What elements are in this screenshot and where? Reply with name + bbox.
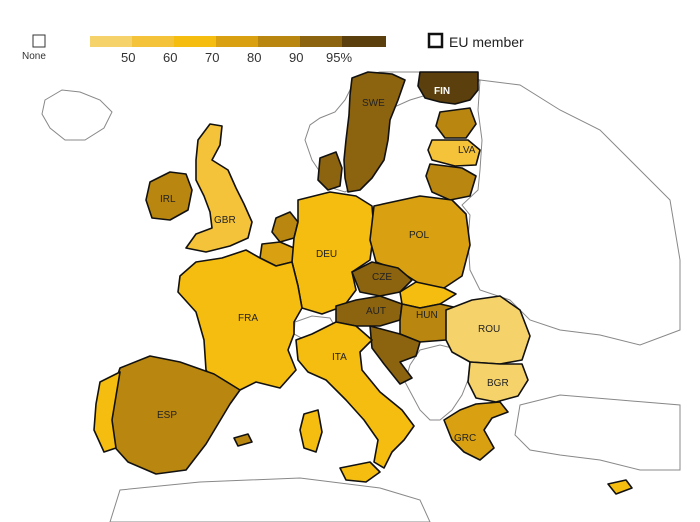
label-cze: CZE xyxy=(372,272,392,283)
country-hrv xyxy=(369,325,421,385)
label-deu: DEU xyxy=(316,249,337,260)
label-pol: POL xyxy=(409,230,429,241)
country-cze xyxy=(351,261,413,297)
legend-swatch-2 xyxy=(132,36,174,47)
legend: None 50 60 70 80 90 95% EU member xyxy=(22,32,524,65)
country-est xyxy=(435,107,477,139)
legend-tick: 80 xyxy=(247,50,261,65)
legend-tick: 70 xyxy=(205,50,219,65)
country-dnk xyxy=(317,151,343,191)
label-fin: FIN xyxy=(434,86,450,97)
label-ita: ITA xyxy=(332,352,347,363)
legend-eu-swatch xyxy=(427,32,444,49)
label-esp: ESP xyxy=(157,410,177,421)
label-bgr: BGR xyxy=(487,378,509,389)
label-lva: LVA xyxy=(458,145,476,156)
country-lva xyxy=(427,139,481,167)
label-grc: GRC xyxy=(454,433,476,444)
label-hun: HUN xyxy=(416,310,438,321)
legend-none-label: None xyxy=(22,51,46,62)
country-ita-sicily xyxy=(339,461,381,483)
legend-swatch-7 xyxy=(342,36,386,47)
label-gbr: GBR xyxy=(214,215,236,226)
eu-countries xyxy=(93,71,633,495)
country-fra xyxy=(177,249,303,391)
country-ltu xyxy=(425,163,477,201)
legend-swatch-5 xyxy=(258,36,300,47)
label-rou: ROU xyxy=(478,324,500,335)
country-fin xyxy=(417,71,479,105)
legend-swatch-4 xyxy=(216,36,258,47)
country-prt xyxy=(93,371,121,453)
country-ita-sardinia xyxy=(299,409,323,453)
legend-tick: 95% xyxy=(326,50,352,65)
label-fra: FRA xyxy=(238,313,258,324)
legend-tick: 50 xyxy=(121,50,135,65)
country-deu xyxy=(291,191,375,315)
country-irl xyxy=(145,171,193,221)
legend-none-swatch xyxy=(32,34,46,48)
country-grc xyxy=(443,401,509,461)
country-ita xyxy=(295,321,415,469)
label-swe: SWE xyxy=(362,98,385,109)
country-swe xyxy=(343,71,406,193)
country-esp-baleares xyxy=(233,433,253,447)
label-aut: AUT xyxy=(366,306,386,317)
country-rou xyxy=(445,295,531,365)
label-irl: IRL xyxy=(160,194,176,205)
east-europe-shape xyxy=(461,79,681,346)
legend-tick: 90 xyxy=(289,50,303,65)
north-africa-shape xyxy=(109,477,431,522)
turkey-shape xyxy=(514,394,681,471)
legend-tick: 60 xyxy=(163,50,177,65)
legend-eu-label: EU member xyxy=(449,34,524,50)
legend-swatch-1 xyxy=(90,36,132,47)
legend-swatch-6 xyxy=(300,36,342,47)
country-labels: SWE FIN LVA IRL GBR POL DEU CZE FRA AUT … xyxy=(157,86,509,444)
country-bgr xyxy=(467,361,529,403)
country-cyp xyxy=(607,479,633,495)
country-gbr xyxy=(185,123,253,253)
north-islands-shape xyxy=(41,89,113,141)
legend-swatch-3 xyxy=(174,36,216,47)
non-member-land xyxy=(41,71,681,522)
country-pol xyxy=(369,195,471,289)
